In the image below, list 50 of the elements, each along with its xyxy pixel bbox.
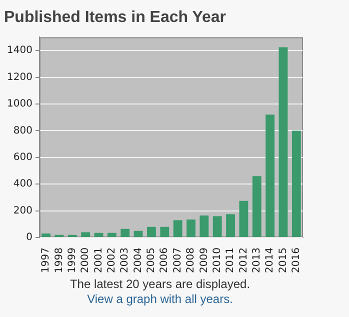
x-tick-label: 2015 [278, 248, 289, 274]
bar [81, 232, 90, 238]
bar [278, 47, 288, 238]
x-tick-label: 2003 [120, 248, 131, 274]
x-tick-label: 2001 [93, 248, 104, 274]
x-tick-label: 1998 [54, 248, 65, 274]
bar [292, 130, 301, 238]
bar [147, 226, 156, 238]
bar [134, 230, 143, 238]
bar [252, 176, 262, 238]
y-tick-label: 1200 [6, 72, 32, 83]
x-tick-label: 2004 [132, 248, 144, 274]
bar [42, 234, 50, 238]
bar [266, 114, 275, 238]
text: The latest 20 years are displayed. [68, 277, 252, 292]
chart-title: Published Items in Each Year [4, 9, 226, 26]
x-tick-label: 2016 [291, 248, 302, 274]
bar [68, 234, 77, 238]
x-tick-label: 2014 [264, 248, 276, 274]
x-tick-label: 2009 [198, 248, 210, 274]
bar [186, 220, 196, 238]
y-tick-label: 600 [13, 152, 32, 164]
bar [226, 214, 235, 238]
x-tick-label: 2006 [159, 248, 170, 274]
y-tick-label: 400 [13, 178, 32, 190]
x-tick-label: 1999 [66, 248, 78, 274]
y-tick-label: 1000 [6, 98, 32, 110]
x-tick-label: 2010 [212, 248, 223, 274]
bar [200, 216, 209, 238]
x-tick-label: 1997 [40, 248, 52, 274]
x-tick-label: 2005 [146, 248, 158, 274]
y-tick-label: 800 [13, 125, 32, 136]
x-tick-label: 2013 [251, 248, 262, 274]
y-tick-label: 200 [13, 205, 32, 216]
text: View a graph with all years. [86, 292, 234, 307]
x-tick-label: 2011 [225, 248, 236, 274]
x-tick-label: 2008 [186, 248, 197, 274]
x-tick-label: 2000 [80, 248, 92, 274]
y-tick-label: 1400 [6, 45, 32, 56]
bar [94, 232, 104, 238]
x-tick-label: 2012 [238, 248, 250, 274]
y-tick-label: 0 [26, 232, 32, 244]
bar [239, 200, 248, 238]
bar [120, 228, 130, 238]
x-tick-label: 2007 [172, 248, 184, 274]
x-tick-label: 2002 [106, 248, 118, 274]
bar [173, 220, 182, 238]
bar [212, 216, 222, 238]
bar [107, 232, 116, 238]
bar [160, 226, 170, 238]
